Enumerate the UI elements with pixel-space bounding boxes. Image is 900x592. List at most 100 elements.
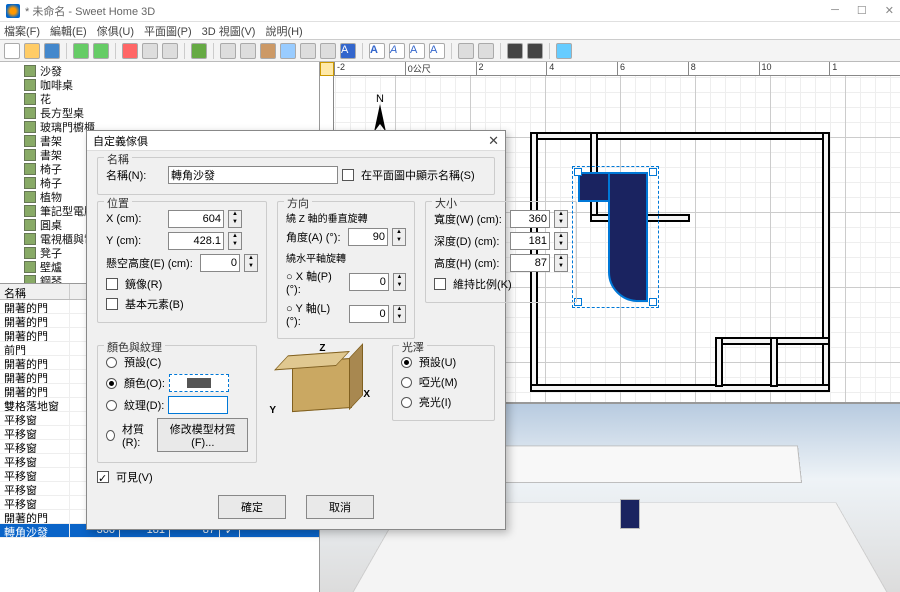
y-spinner[interactable]: ▲▼ <box>228 232 242 250</box>
cancel-button[interactable]: 取消 <box>306 495 374 519</box>
x-input[interactable] <box>168 210 224 228</box>
elevation-spinner[interactable]: ▲▼ <box>244 254 258 272</box>
photo-icon[interactable] <box>507 43 523 59</box>
menu-help[interactable]: 說明(H) <box>265 23 302 39</box>
color-default-radio[interactable] <box>106 357 117 368</box>
name-label: 名稱(N): <box>106 167 164 183</box>
preferences-icon[interactable] <box>556 43 572 59</box>
mirror-label: 鏡像(R) <box>125 276 162 292</box>
tree-item[interactable]: 長方型桌 <box>2 106 317 120</box>
room-icon[interactable] <box>280 43 296 59</box>
selected-furniture-sofa[interactable] <box>578 172 653 302</box>
y-label: Y (cm): <box>106 235 164 247</box>
new-icon[interactable] <box>4 43 20 59</box>
paste-icon[interactable] <box>162 43 178 59</box>
basic-label: 基本元素(B) <box>125 296 184 312</box>
shine-shiny-radio[interactable] <box>401 397 412 408</box>
width-spinner[interactable]: ▲▼ <box>554 210 568 228</box>
texture-radio[interactable] <box>106 400 117 411</box>
depth-spinner[interactable]: ▲▼ <box>554 232 568 250</box>
furniture-icon <box>24 149 36 161</box>
furniture-icon <box>24 177 36 189</box>
zoom-in-icon[interactable] <box>458 43 474 59</box>
yaxis-label[interactable]: ○ Y 軸(L) (°): <box>286 300 345 328</box>
minimize-button[interactable]: ─ <box>831 4 839 17</box>
name-input[interactable] <box>168 166 338 184</box>
titlebar: * 未命名 - Sweet Home 3D ─ ☐ ✕ <box>0 0 900 22</box>
x-spinner[interactable]: ▲▼ <box>228 210 242 228</box>
table-header-name[interactable]: 名稱 <box>0 284 70 299</box>
polyline-icon[interactable] <box>300 43 316 59</box>
text-plus-icon[interactable]: A <box>409 43 425 59</box>
add-furniture-icon[interactable] <box>191 43 207 59</box>
menubar: 檔案(F) 編輯(E) 傢俱(U) 平面圖(P) 3D 視圖(V) 說明(H) <box>0 22 900 40</box>
menu-plan[interactable]: 平面圖(P) <box>144 23 192 39</box>
visible-checkbox[interactable]: ✓ <box>97 471 109 483</box>
x-label: X (cm): <box>106 213 164 225</box>
color-swatch-button[interactable] <box>169 374 229 392</box>
menu-file[interactable]: 檔案(F) <box>4 23 40 39</box>
color-default-label: 預設(C) <box>124 354 161 370</box>
tree-item[interactable]: 咖啡桌 <box>2 78 317 92</box>
video-icon[interactable] <box>527 43 543 59</box>
save-icon[interactable] <box>44 43 60 59</box>
menu-edit[interactable]: 編輯(E) <box>50 23 87 39</box>
ruler-corner[interactable] <box>320 62 334 76</box>
y-input[interactable] <box>168 232 224 250</box>
open-icon[interactable] <box>24 43 40 59</box>
tree-item[interactable]: 沙發 <box>2 64 317 78</box>
xaxis-spinner[interactable]: ▲▼ <box>393 273 406 291</box>
furniture-icon <box>24 219 36 231</box>
pan-icon[interactable] <box>240 43 256 59</box>
maximize-button[interactable]: ☐ <box>857 4 867 17</box>
close-button[interactable]: ✕ <box>885 4 894 17</box>
mirror-checkbox[interactable] <box>106 278 118 290</box>
xaxis-label[interactable]: ○ X 軸(P) (°): <box>286 268 345 296</box>
angle-input[interactable] <box>348 228 388 246</box>
svg-text:N: N <box>376 93 384 105</box>
shine-matte-radio[interactable] <box>401 377 412 388</box>
yaxis-input[interactable] <box>349 305 389 323</box>
furniture-icon <box>24 107 36 119</box>
color-radio[interactable] <box>106 378 117 389</box>
color-section-title: 顏色與紋理 <box>104 339 165 355</box>
keep-ratio-checkbox[interactable] <box>434 278 446 290</box>
furniture-icon <box>24 233 36 245</box>
modify-materials-button[interactable]: 修改模型材質(F)... <box>157 418 248 452</box>
height-spinner[interactable]: ▲▼ <box>554 254 568 272</box>
elevation-input[interactable] <box>200 254 240 272</box>
window-title: * 未命名 - Sweet Home 3D <box>25 3 155 19</box>
texture-button[interactable] <box>168 396 228 414</box>
furniture-icon <box>24 93 36 105</box>
shine-section-title: 光澤 <box>399 339 427 355</box>
furniture-icon <box>24 135 36 147</box>
yaxis-spinner[interactable]: ▲▼ <box>393 305 406 323</box>
basic-checkbox[interactable] <box>106 298 118 310</box>
angle-spinner[interactable]: ▲▼ <box>392 228 406 246</box>
dimension-icon[interactable] <box>320 43 336 59</box>
height-input[interactable] <box>510 254 550 272</box>
menu-3dview[interactable]: 3D 視圖(V) <box>202 23 256 39</box>
depth-input[interactable] <box>510 232 550 250</box>
text-italic-icon[interactable]: A <box>389 43 405 59</box>
width-input[interactable] <box>510 210 550 228</box>
zoom-out-icon[interactable] <box>478 43 494 59</box>
material-radio[interactable] <box>106 430 115 441</box>
depth-label: 深度(D) (cm): <box>434 233 506 249</box>
text-icon[interactable]: A <box>340 43 356 59</box>
xaxis-input[interactable] <box>349 273 389 291</box>
text-bold-icon[interactable]: A <box>369 43 385 59</box>
tree-item[interactable]: 花 <box>2 92 317 106</box>
select-icon[interactable] <box>220 43 236 59</box>
undo-icon[interactable] <box>73 43 89 59</box>
wall-icon[interactable] <box>260 43 276 59</box>
shine-default-radio[interactable] <box>401 357 412 368</box>
redo-icon[interactable] <box>93 43 109 59</box>
menu-furniture[interactable]: 傢俱(U) <box>97 23 134 39</box>
dialog-close-icon[interactable]: ✕ <box>488 133 499 149</box>
copy-icon[interactable] <box>142 43 158 59</box>
show-name-checkbox[interactable] <box>342 169 354 181</box>
ok-button[interactable]: 確定 <box>218 495 286 519</box>
cut-icon[interactable] <box>122 43 138 59</box>
text-minus-icon[interactable]: A <box>429 43 445 59</box>
